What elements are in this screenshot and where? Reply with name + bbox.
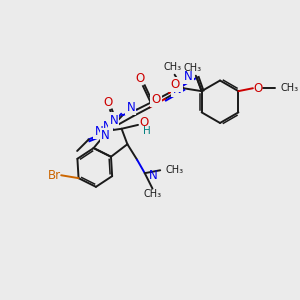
Text: N: N: [94, 125, 103, 138]
Text: N: N: [126, 101, 135, 114]
Text: H: H: [143, 126, 151, 136]
Text: O: O: [170, 78, 180, 91]
Text: N: N: [110, 114, 118, 127]
Text: CH₃: CH₃: [281, 83, 299, 93]
Text: CH₃: CH₃: [166, 165, 184, 175]
Text: O: O: [152, 93, 161, 106]
Text: O: O: [139, 116, 148, 130]
Text: CH₃: CH₃: [143, 189, 161, 200]
Text: Br: Br: [48, 169, 61, 182]
Text: N: N: [148, 169, 158, 182]
Text: N: N: [173, 83, 182, 96]
Text: O: O: [103, 96, 113, 109]
Text: N: N: [101, 129, 110, 142]
Text: O: O: [135, 72, 145, 85]
Text: CH₃: CH₃: [184, 63, 202, 73]
Text: CH₃: CH₃: [164, 62, 182, 72]
Text: O: O: [253, 82, 262, 95]
Text: N: N: [184, 70, 193, 83]
Text: N: N: [103, 120, 112, 133]
